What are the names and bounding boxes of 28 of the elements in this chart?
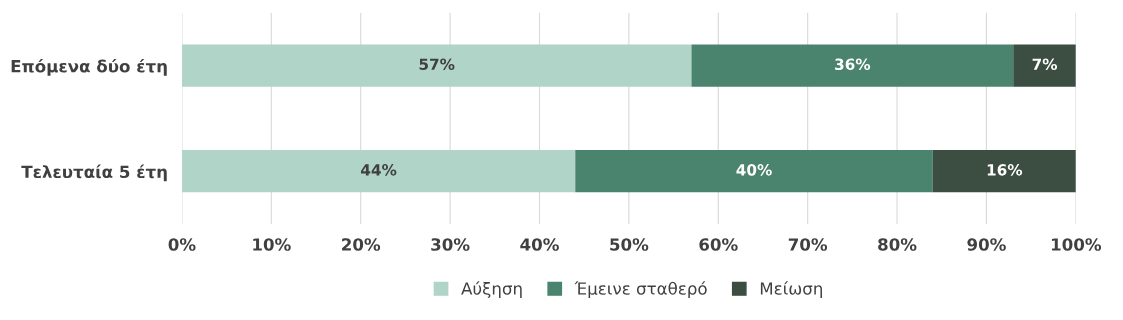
x-tick-label: 20% bbox=[342, 238, 381, 251]
legend-label: Αύξηση bbox=[461, 281, 522, 299]
y-tick-label: Τελευταία 5 έτη bbox=[21, 164, 167, 182]
x-tick-label: 80% bbox=[878, 238, 917, 251]
x-tick-label: 70% bbox=[788, 238, 828, 251]
legend-label: Μείωση bbox=[760, 281, 822, 299]
bar bbox=[691, 44, 1014, 87]
data-label: 7% bbox=[1032, 58, 1058, 71]
x-tick-label: 0% bbox=[168, 238, 196, 251]
x-tick-label: 90% bbox=[967, 238, 1006, 251]
y-tick-label: Επόμενα δύο έτη bbox=[11, 58, 167, 76]
data-label: 36% bbox=[835, 58, 871, 71]
data-label: 40% bbox=[736, 164, 772, 176]
bar bbox=[1013, 44, 1076, 87]
x-tick-label: 100% bbox=[1051, 238, 1102, 251]
bar bbox=[181, 44, 692, 87]
x-tick-label: 60% bbox=[699, 238, 738, 251]
x-tick-label: 50% bbox=[610, 238, 649, 251]
data-label: 16% bbox=[987, 164, 1023, 176]
legend-label: Έμεινε σταθερό bbox=[574, 281, 707, 299]
x-tick-label: 30% bbox=[431, 238, 470, 251]
bar bbox=[181, 150, 576, 193]
data-label: 57% bbox=[419, 58, 455, 71]
bar bbox=[932, 150, 1076, 193]
x-tick-label: 40% bbox=[520, 238, 559, 251]
bar bbox=[575, 150, 933, 193]
x-tick-label: 10% bbox=[253, 238, 291, 251]
data-label: 44% bbox=[360, 164, 397, 176]
